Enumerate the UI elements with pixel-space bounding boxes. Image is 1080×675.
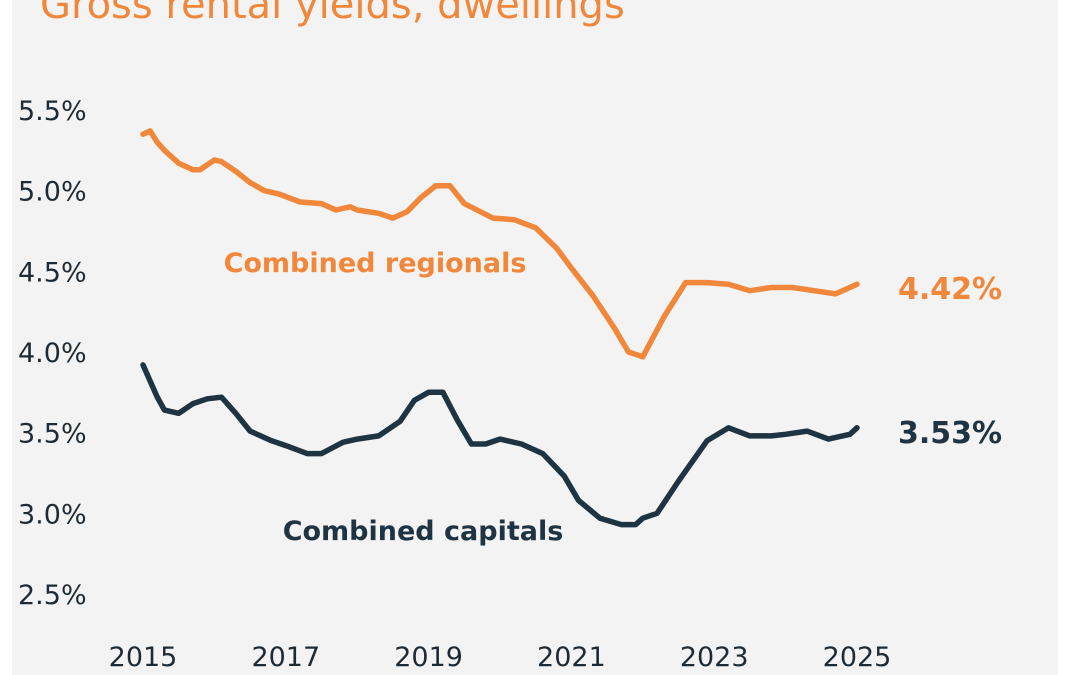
x-tick-label: 2019 [394,642,463,673]
series-label-capitals: Combined capitals [283,516,564,547]
chart-title: Gross rental yields, dwellings [40,0,625,28]
x-tick-label: 2015 [109,642,178,673]
y-tick-label: 5.0% [18,177,87,208]
y-tick-label: 2.5% [18,580,87,611]
y-tick-label: 3.5% [18,419,87,450]
x-tick-label: 2025 [823,642,892,673]
series-line-capitals [140,362,860,528]
series-label-regionals: Combined regionals [224,248,527,279]
y-tick-label: 3.0% [18,499,87,530]
y-tick-label: 4.5% [18,257,87,288]
end-value-label-capitals: 3.53% [898,416,1002,451]
y-tick-label: 5.5% [18,96,87,127]
chart-panel [12,0,1058,675]
x-tick-label: 2021 [537,642,606,673]
series-line-regionals [140,128,860,360]
y-tick-label: 4.0% [18,338,87,369]
x-tick-label: 2023 [680,642,749,673]
end-value-label-regionals: 4.42% [898,272,1002,307]
x-tick-label: 2017 [251,642,320,673]
